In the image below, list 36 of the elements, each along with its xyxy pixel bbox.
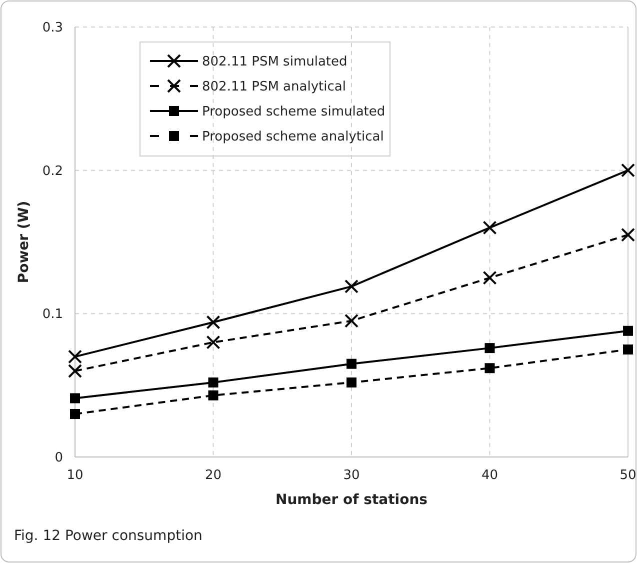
point — [346, 358, 356, 369]
x-tick-label: 10 — [66, 468, 84, 483]
point — [68, 364, 82, 378]
y-tick-label: 0.2 — [42, 164, 63, 179]
y-axis-title: Power (W) — [16, 200, 32, 284]
legend-label: 802.11 PSM analytical — [202, 80, 346, 95]
point — [621, 228, 635, 242]
point — [621, 163, 635, 178]
x-tick-label: 40 — [481, 468, 498, 483]
caption: Fig. 12 Power consumption — [14, 528, 202, 544]
point — [206, 315, 220, 330]
legend-label: Proposed scheme analytical — [202, 130, 384, 145]
legend-label: Proposed scheme simulated — [202, 104, 386, 120]
point — [68, 350, 82, 364]
x-tick-label: 20 — [204, 468, 222, 483]
point — [484, 343, 495, 354]
point — [70, 393, 80, 404]
x-tick-label: 30 — [343, 468, 360, 483]
y-tick-label: 0.1 — [42, 307, 63, 322]
point — [346, 377, 356, 388]
point — [70, 409, 80, 419]
point — [206, 335, 220, 350]
point — [208, 390, 218, 400]
point — [482, 270, 497, 285]
point — [344, 314, 358, 328]
x-tick-label: 50 — [620, 468, 636, 483]
point — [482, 220, 497, 235]
point — [623, 344, 633, 354]
point — [344, 279, 358, 294]
point — [484, 363, 495, 374]
legend-label: 802.11 PSM simulated — [202, 54, 348, 70]
x-axis-title: Number of stations — [275, 492, 428, 508]
y-tick-label: 0.3 — [42, 20, 63, 36]
point — [208, 377, 218, 388]
point — [623, 326, 633, 336]
y-tick-label: 0 — [54, 450, 63, 466]
